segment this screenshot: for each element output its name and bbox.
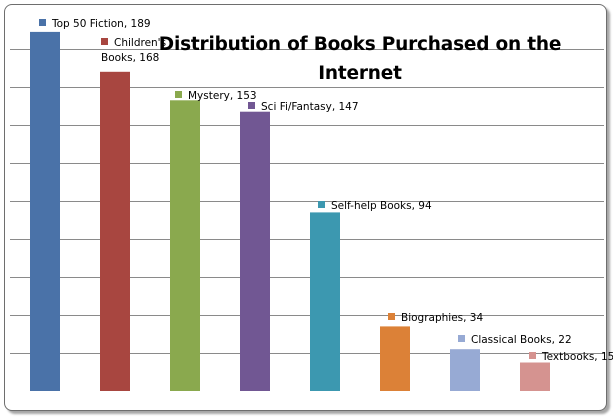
- data-label-2: Children's Books, 168: [101, 36, 166, 66]
- data-label-6: Biographies, 34: [388, 311, 483, 326]
- label-text: Books, 168: [101, 51, 160, 64]
- bar-5: [310, 212, 340, 391]
- data-label-3: Mystery, 153: [175, 89, 257, 104]
- label-swatch: [101, 37, 108, 45]
- label-swatch: [175, 91, 182, 99]
- label-text: Classical Books, 22: [471, 334, 572, 347]
- label-text: Textbooks, 15: [542, 350, 613, 363]
- label-swatch: [248, 101, 255, 109]
- data-label-1: Top 50 Fiction, 189: [39, 17, 151, 32]
- data-label-5: Self-help Books, 94: [318, 199, 432, 214]
- label-text: Self-help Books, 94: [331, 200, 432, 213]
- data-label-7: Classical Books, 22: [458, 333, 572, 348]
- bar-1: [30, 31, 60, 392]
- label-swatch: [318, 201, 325, 209]
- bar-4: [240, 111, 270, 391]
- label-text: Top 50 Fiction, 189: [52, 17, 151, 30]
- data-label-8: Textbooks, 15: [529, 350, 613, 365]
- bar-6: [380, 326, 410, 391]
- label-swatch: [39, 18, 46, 26]
- data-label-4: Sci Fi/Fantasy, 147: [248, 100, 359, 115]
- bar-8: [520, 362, 550, 391]
- label-text: Sci Fi/Fantasy, 147: [261, 100, 359, 113]
- label-swatch: [388, 313, 395, 321]
- bar-2: [100, 71, 130, 392]
- bar-7: [450, 349, 480, 391]
- label-text: Mystery, 153: [188, 90, 257, 103]
- chart-title: Distribution of Books Purchased on the I…: [158, 34, 562, 84]
- label-swatch: [529, 351, 536, 359]
- bar-3: [170, 100, 200, 392]
- label-swatch: [458, 335, 465, 343]
- label-text: Biographies, 34: [401, 312, 484, 325]
- label-text: Children's: [114, 36, 167, 49]
